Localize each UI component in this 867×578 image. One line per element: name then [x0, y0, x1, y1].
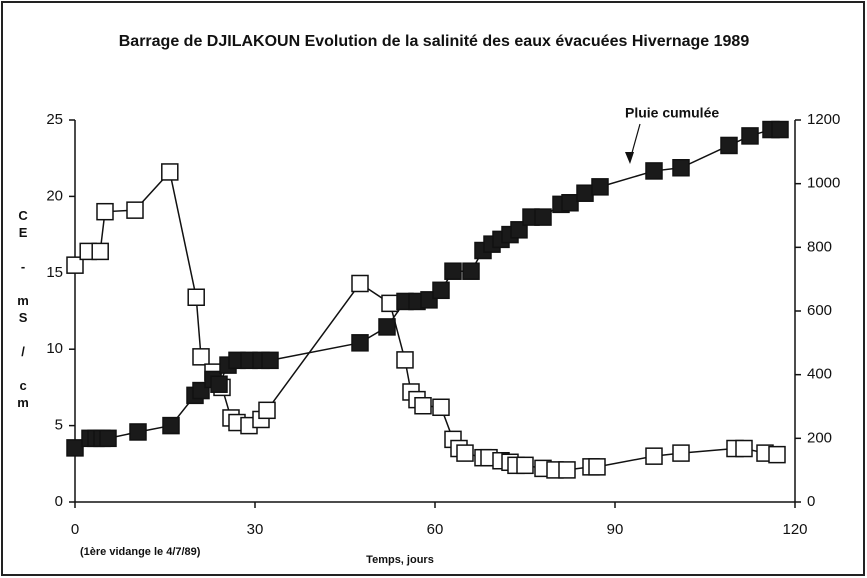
marker — [210, 375, 228, 393]
y-tick-label: 20 — [46, 187, 63, 204]
y-axis-label: CE - mS / cm — [16, 208, 31, 412]
note: (1ère vidange le 4/7/89) — [80, 546, 201, 558]
marker — [672, 159, 690, 177]
marker — [771, 120, 789, 139]
marker — [768, 445, 786, 464]
y2-tick-label: 0 — [807, 493, 815, 510]
marker — [456, 444, 474, 462]
x-tick-label: 30 — [247, 521, 264, 538]
y-tick-label: 10 — [46, 340, 63, 357]
marker — [444, 262, 462, 280]
x-tick-label: 120 — [782, 521, 807, 538]
y2-tick-label: 800 — [807, 238, 832, 255]
marker — [66, 439, 84, 457]
marker — [414, 396, 432, 415]
marker — [396, 351, 414, 369]
y-tick-label: 25 — [46, 111, 63, 128]
y2-tick-label: 600 — [807, 302, 832, 319]
marker — [351, 274, 369, 293]
marker — [561, 194, 579, 212]
y2-tick-label: 200 — [807, 429, 832, 446]
y-tick-label: 0 — [55, 493, 63, 510]
marker — [735, 439, 753, 458]
marker — [591, 178, 609, 196]
marker — [588, 458, 606, 476]
marker — [645, 162, 663, 180]
x-axis-label: Temps, jours — [366, 554, 434, 566]
marker — [462, 262, 480, 280]
marker — [432, 281, 450, 300]
marker — [720, 136, 738, 155]
marker — [645, 447, 663, 465]
marker — [99, 429, 117, 448]
marker — [66, 256, 84, 274]
y-tick-label: 15 — [46, 264, 63, 281]
marker — [187, 288, 205, 306]
marker — [351, 334, 369, 352]
y2-tick-label: 400 — [807, 366, 832, 383]
marker — [96, 202, 114, 221]
marker — [261, 351, 279, 370]
marker — [381, 294, 399, 313]
marker — [534, 208, 552, 226]
marker — [672, 444, 690, 462]
marker — [432, 398, 450, 417]
marker — [558, 461, 576, 479]
annotation-arrowhead — [625, 152, 634, 164]
marker — [91, 242, 109, 261]
marker — [192, 348, 210, 366]
series-line — [74, 170, 778, 471]
annotation: Pluie cumulée — [625, 105, 719, 121]
marker — [516, 456, 534, 475]
marker — [258, 401, 276, 420]
x-tick-label: 0 — [71, 521, 79, 538]
marker — [741, 127, 759, 145]
marker — [126, 201, 144, 219]
marker — [161, 163, 179, 181]
marker — [378, 318, 396, 336]
y2-tick-label: 1000 — [807, 175, 840, 192]
marker — [576, 184, 594, 202]
x-tick-label: 60 — [427, 521, 444, 538]
marker — [162, 416, 180, 435]
chart-title: Barrage de DJILAKOUN Evolution de la sal… — [119, 33, 750, 50]
x-tick-label: 90 — [607, 521, 624, 538]
marker — [129, 423, 147, 441]
y2-tick-label: 1200 — [807, 111, 840, 128]
y-tick-label: 5 — [55, 417, 63, 434]
